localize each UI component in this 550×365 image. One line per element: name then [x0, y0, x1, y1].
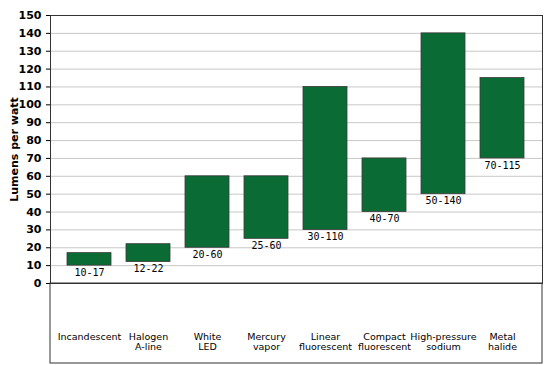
svg-text:High-pressuresodium: High-pressuresodium: [410, 331, 476, 352]
svg-text:90: 90: [26, 116, 42, 129]
svg-text:20-60: 20-60: [192, 249, 222, 260]
svg-text:70-115: 70-115: [484, 160, 520, 171]
svg-text:25-60: 25-60: [251, 240, 281, 251]
svg-text:Metalhalide: Metalhalide: [488, 331, 517, 352]
svg-text:WhiteLED: WhiteLED: [194, 331, 222, 352]
svg-text:150: 150: [19, 9, 42, 22]
svg-text:Linearfluorescent: Linearfluorescent: [299, 331, 352, 352]
svg-text:30: 30: [26, 223, 42, 236]
svg-text:10-17: 10-17: [74, 267, 104, 278]
svg-text:130: 130: [19, 45, 42, 58]
svg-text:50: 50: [26, 188, 42, 201]
svg-text:50-140: 50-140: [425, 195, 461, 206]
svg-text:60: 60: [26, 170, 42, 183]
svg-text:20: 20: [26, 241, 42, 254]
svg-text:120: 120: [19, 63, 42, 76]
svg-text:40-70: 40-70: [369, 213, 399, 224]
svg-text:100: 100: [19, 98, 42, 111]
svg-text:10: 10: [26, 259, 42, 272]
svg-text:Mercuryvapor: Mercuryvapor: [247, 331, 286, 352]
svg-text:40: 40: [26, 206, 42, 219]
svg-text:30-110: 30-110: [307, 231, 343, 242]
svg-text:Lumens per watt: Lumens per watt: [8, 97, 21, 202]
svg-text:HalogenA-line: HalogenA-line: [129, 331, 168, 352]
svg-text:Compactfluorescent: Compactfluorescent: [358, 331, 411, 352]
svg-text:Incandescent: Incandescent: [58, 331, 122, 342]
svg-text:70: 70: [26, 152, 42, 165]
svg-text:80: 80: [26, 134, 42, 147]
svg-text:0: 0: [34, 277, 42, 290]
svg-text:12-22: 12-22: [133, 263, 163, 274]
svg-text:140: 140: [19, 27, 42, 40]
svg-text:110: 110: [19, 80, 42, 93]
